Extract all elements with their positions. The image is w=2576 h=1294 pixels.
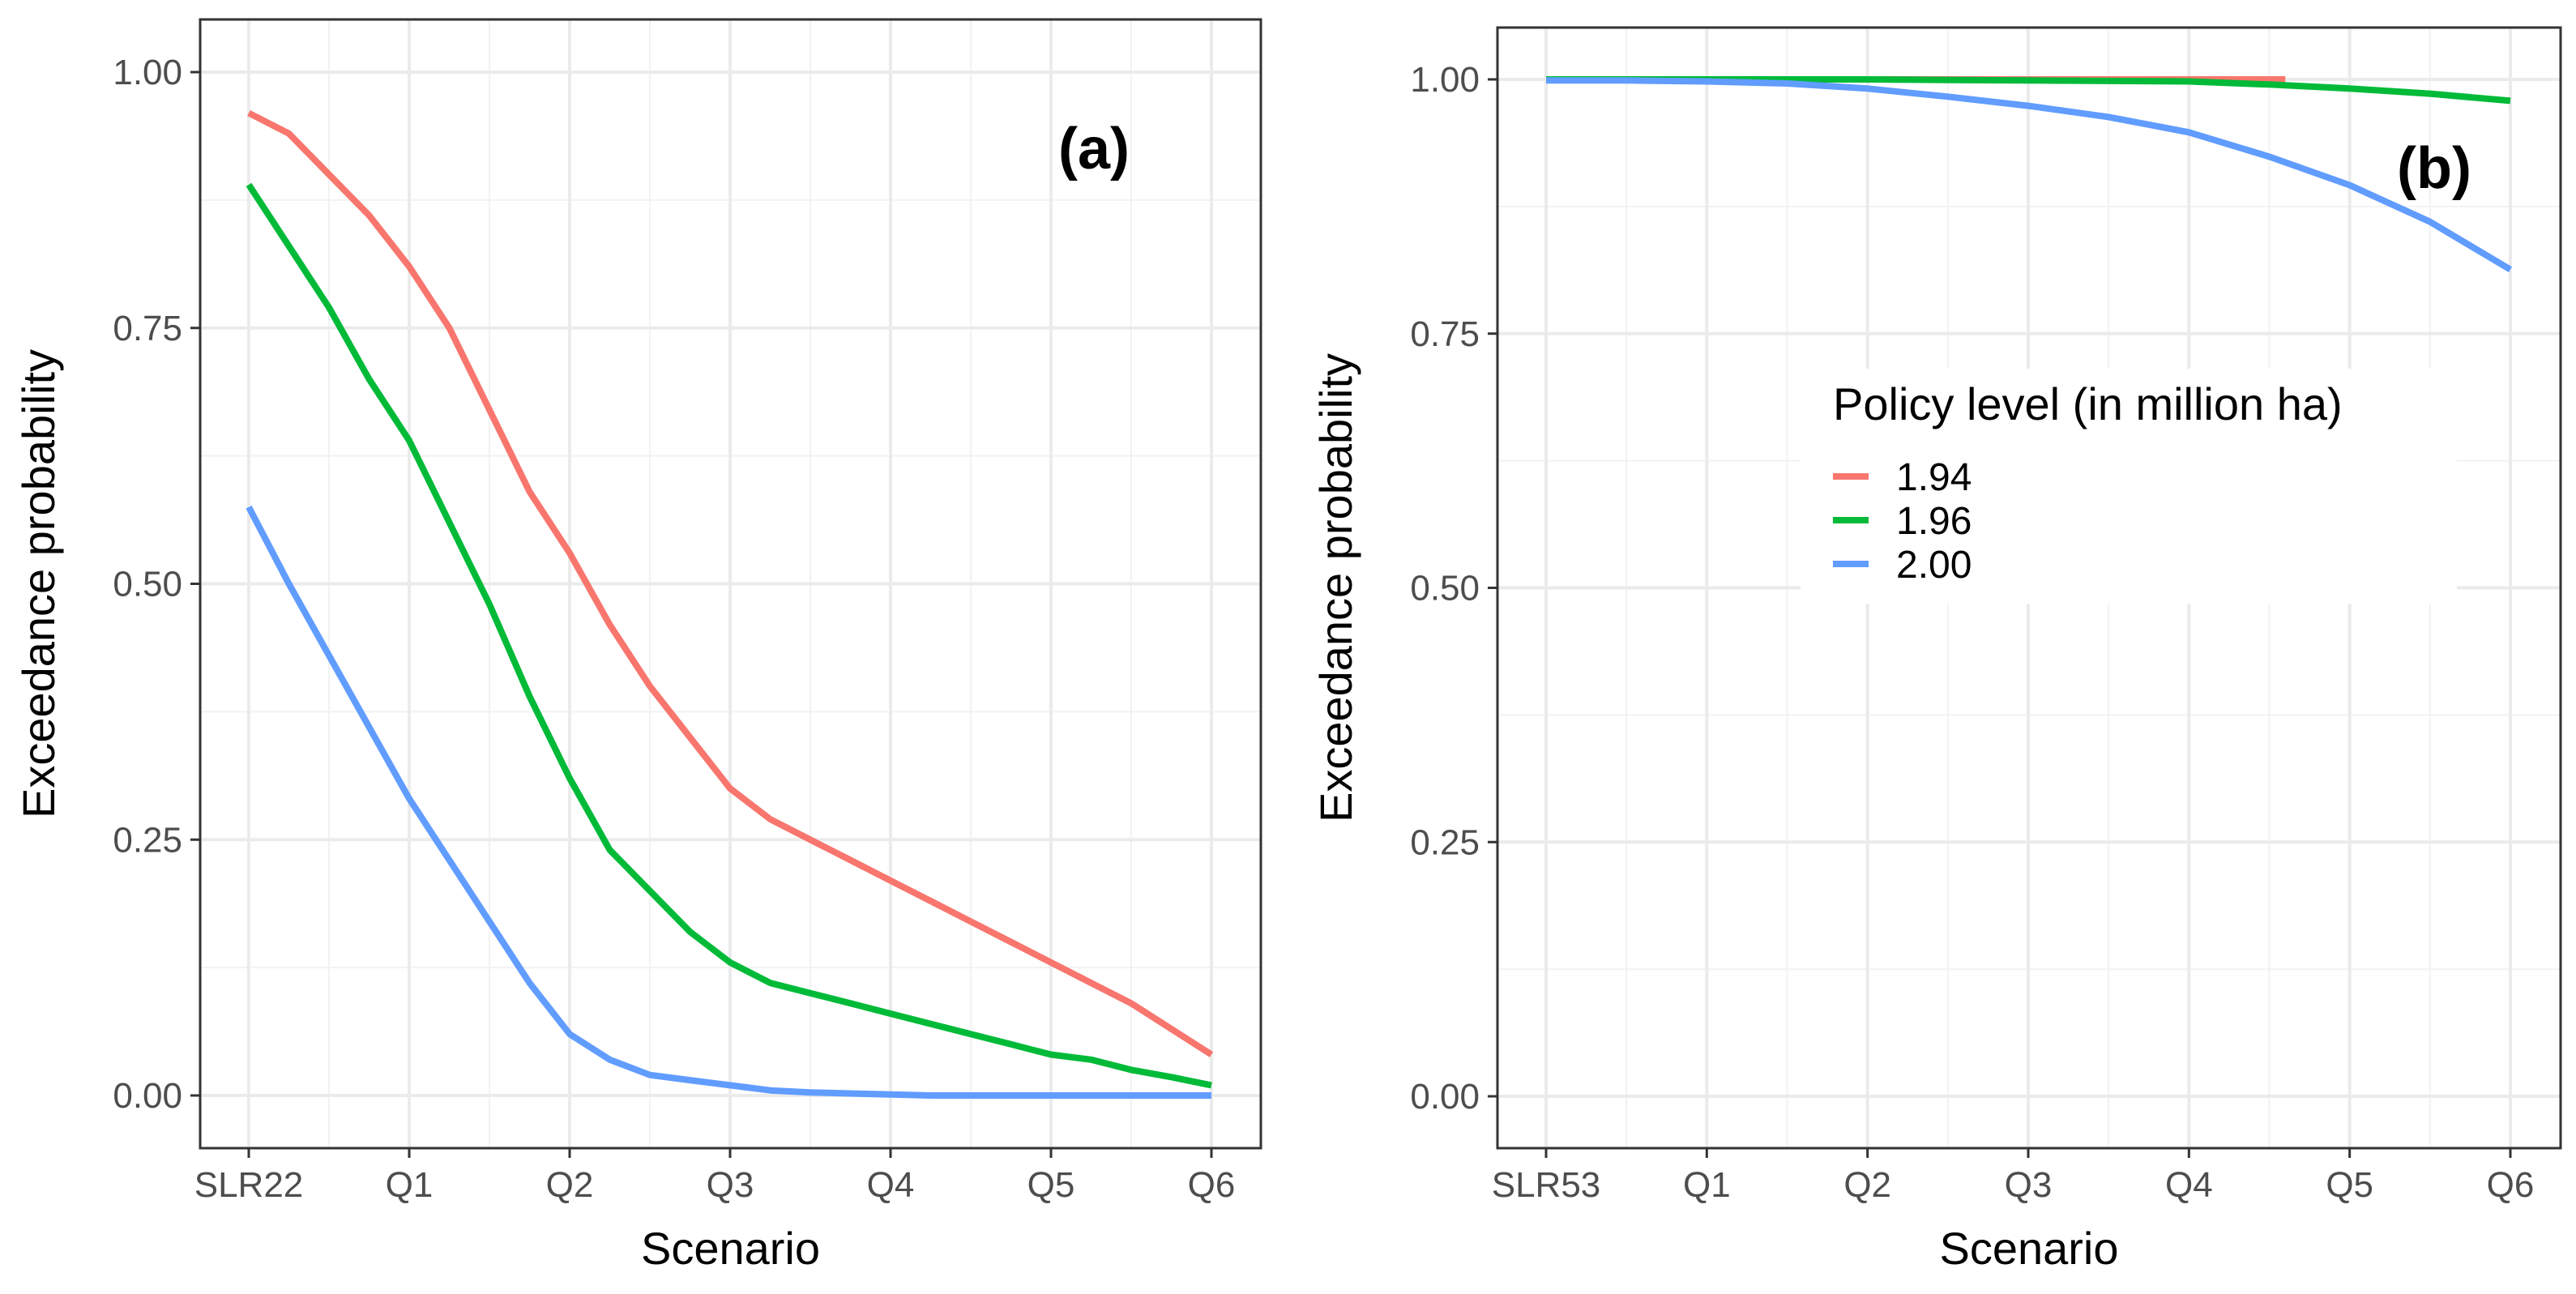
- panel-a-ticks: [190, 70, 1213, 1158]
- legend-background: [1801, 369, 2457, 604]
- x-tick-label: Q4: [2165, 1165, 2213, 1205]
- series-line-1.96: [1546, 76, 2511, 105]
- panel-a-x-tick-labels: SLR22 Q1 Q2 Q3 Q4 Q5 Q6: [194, 1165, 1236, 1205]
- y-tick-label: 0.00: [1410, 1077, 1480, 1117]
- panel-b-ticks: [1488, 78, 2512, 1158]
- y-tick-label: 0.25: [113, 820, 182, 860]
- legend-title: Policy level (in million ha): [1833, 378, 2343, 429]
- panel-b-y-tick-labels: 0.00 0.25 0.50 0.75 1.00: [1410, 60, 1480, 1117]
- y-tick-label: 1.00: [113, 53, 182, 92]
- panel-b-label: (b): [2397, 136, 2471, 201]
- y-tick-label: 0.75: [1410, 314, 1480, 354]
- panel-a-grid-major: [200, 19, 1261, 1148]
- x-tick-label: SLR22: [194, 1165, 304, 1205]
- x-tick-label: Q3: [2005, 1165, 2053, 1205]
- panel-a-y-axis-title: Exceedance probability: [13, 349, 64, 818]
- panel-b-series: [1546, 76, 2513, 273]
- legend: Policy level (in million ha) 1.941.962.0…: [1801, 369, 2457, 604]
- x-tick-label: SLR53: [1492, 1165, 1601, 1205]
- legend-entries: 1.941.962.00: [1833, 456, 1972, 587]
- panel-b-x-tick-labels: SLR53 Q1 Q2 Q3 Q4 Q5 Q6: [1492, 1165, 2535, 1205]
- panel-a: SLR22 Q1 Q2 Q3 Q4 Q5 Q6 0.00 0.25 0.50 0.75 1.00 S…: [13, 18, 1262, 1274]
- panel-a-label: (a): [1058, 117, 1130, 182]
- x-tick-label: Q6: [2487, 1165, 2535, 1205]
- panel-a-y-tick-labels: 0.00 0.25 0.50 0.75 1.00: [113, 53, 182, 1116]
- x-tick-label: Q3: [707, 1165, 754, 1205]
- y-tick-label: 0.00: [113, 1076, 182, 1116]
- x-tick-label: Q1: [386, 1165, 434, 1205]
- x-tick-label: Q4: [867, 1165, 915, 1205]
- panel-a-x-axis-title: Scenario: [641, 1223, 820, 1274]
- legend-label-1.94: 1.94: [1896, 456, 1972, 499]
- y-tick-label: 0.25: [1410, 822, 1480, 862]
- x-tick-label: Q6: [1188, 1165, 1236, 1205]
- series-line-2.00: [1546, 77, 2513, 273]
- legend-label-2.00: 2.00: [1896, 544, 1972, 587]
- panel-b-x-axis-title: Scenario: [1939, 1223, 2118, 1274]
- x-tick-label: Q2: [1843, 1165, 1891, 1205]
- y-tick-label: 0.50: [113, 565, 182, 604]
- y-tick-label: 0.50: [1410, 569, 1480, 609]
- series-line-1.96: [246, 182, 1212, 1089]
- panel-b-y-axis-title: Exceedance probability: [1310, 353, 1361, 822]
- series-line-2.00: [246, 505, 1211, 1099]
- y-tick-label: 0.75: [113, 309, 182, 348]
- panel-b: SLR53 Q1 Q2 Q3 Q4 Q5 Q6 0.00 0.25 0.50 0.75 1.00 S…: [1310, 26, 2562, 1274]
- y-tick-label: 1.00: [1410, 60, 1480, 100]
- panel-a-series: [246, 109, 1214, 1099]
- x-tick-label: Q2: [546, 1165, 594, 1205]
- x-tick-label: Q1: [1683, 1165, 1731, 1205]
- x-tick-label: Q5: [2326, 1165, 2373, 1205]
- x-tick-label: Q5: [1027, 1165, 1075, 1205]
- legend-label-1.96: 1.96: [1896, 500, 1972, 543]
- series-line-1.94: [247, 109, 1214, 1057]
